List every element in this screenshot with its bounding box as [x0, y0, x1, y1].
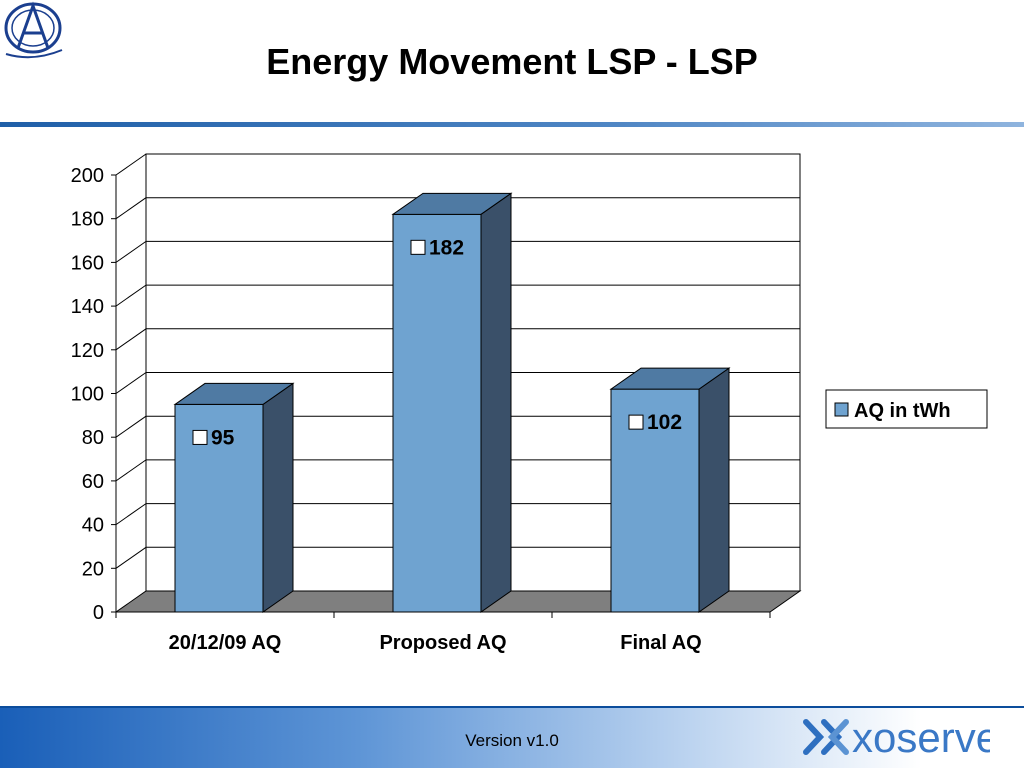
bar [610, 388, 700, 613]
bar-top [609, 367, 731, 390]
y-tick-label: 180 [71, 209, 104, 231]
bar-side [480, 192, 512, 613]
y-tick-label: 0 [93, 602, 104, 624]
y-tick-label: 120 [71, 340, 104, 362]
y-tick-label: 140 [71, 296, 104, 318]
gridline-side [115, 372, 147, 394]
y-tick-label: 160 [71, 252, 104, 274]
a-monogram-logo-icon [4, 1, 63, 59]
y-tick-label: 200 [71, 165, 104, 187]
data-label: 102 [647, 411, 682, 434]
gridline-side [115, 459, 147, 482]
gridline-side [115, 415, 147, 438]
data-label-marker [192, 429, 208, 445]
page-title: Energy Movement LSP - LSP [266, 41, 758, 82]
xoserve-logo: xoserve [803, 714, 990, 761]
bar-chart: 0 20 40 60 80 100 120 140 160 180 200 95 20/12/09 AQ… [71, 153, 988, 654]
footer-band [0, 706, 1024, 768]
gridline-side [115, 328, 147, 351]
gridline-side [115, 503, 147, 526]
bar-top [391, 192, 513, 215]
title-divider [0, 122, 1024, 127]
y-tick-label: 100 [71, 384, 104, 406]
gridline-side [115, 153, 147, 176]
bar-side [698, 367, 730, 613]
bar-side [262, 382, 294, 613]
legend-swatch [834, 402, 849, 417]
gridline-side [115, 284, 147, 307]
x-tick-label: 20/12/09 AQ [169, 632, 282, 654]
footer-divider [0, 706, 1024, 708]
x-tick-label: Proposed AQ [379, 632, 506, 654]
x-tick-label: Final AQ [620, 632, 701, 654]
brand-text: xoserve [852, 714, 990, 761]
data-label-marker [628, 414, 644, 430]
legend-box [825, 389, 988, 429]
y-tick-label: 40 [82, 515, 104, 537]
data-label-marker [410, 239, 426, 255]
bar [392, 213, 482, 613]
y-tick-label: 20 [82, 558, 104, 580]
y-tick-label: 60 [82, 471, 104, 493]
bar-top [173, 382, 295, 405]
gridline-side [115, 546, 147, 569]
data-label: 182 [429, 236, 464, 259]
y-tick-label: 80 [82, 427, 104, 449]
gridline-side [115, 197, 147, 220]
gridline-side [115, 240, 147, 263]
footer-version: Version v1.0 [465, 731, 559, 750]
bar [174, 403, 264, 613]
data-label: 95 [211, 426, 235, 449]
legend-label: AQ in tWh [854, 400, 951, 422]
